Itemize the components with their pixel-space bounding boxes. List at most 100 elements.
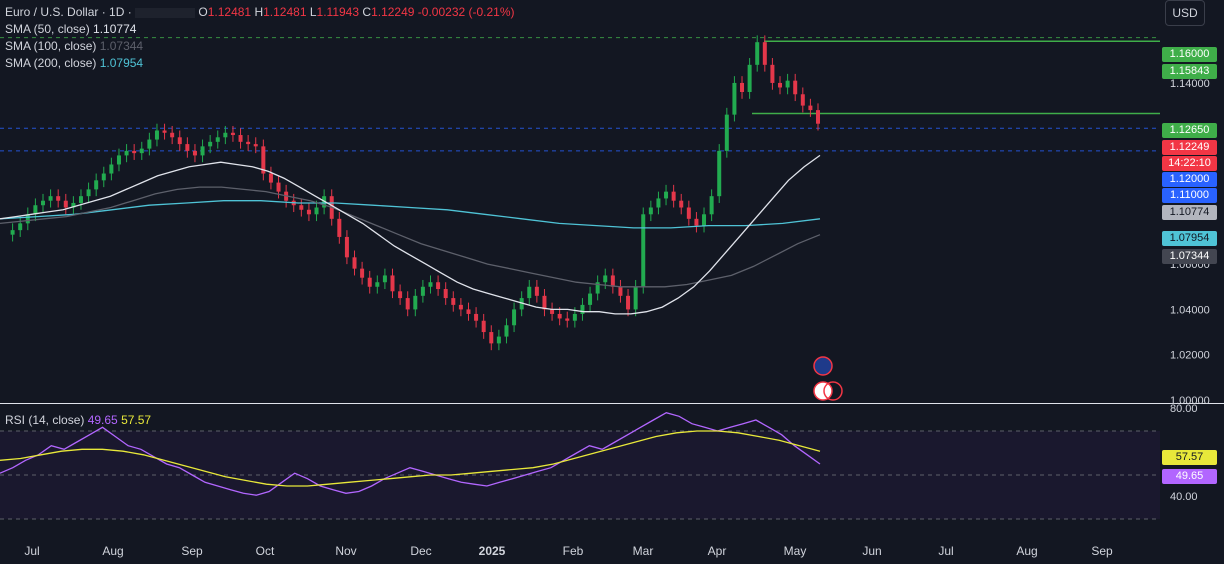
sma100-legend: SMA (100, close) 1.07344	[5, 38, 143, 54]
candle-body	[56, 196, 61, 201]
rsi-ma-value: 57.57	[121, 413, 152, 427]
candle-body	[816, 110, 820, 124]
candle-body	[352, 257, 357, 269]
sma100-value: 1.07344	[99, 39, 144, 53]
redacted-area	[135, 7, 196, 18]
candle-body	[519, 298, 524, 310]
candle-body	[139, 148, 144, 154]
candle-body	[466, 309, 471, 314]
candle-body	[124, 150, 129, 156]
candle-body	[550, 309, 555, 314]
price-tick-label: 1.04000	[1170, 304, 1210, 316]
candle-body	[200, 146, 205, 156]
candle-body	[527, 286, 532, 299]
candle-body	[626, 295, 631, 310]
candle-body	[542, 295, 547, 310]
candle-body	[63, 200, 68, 208]
candle-body	[223, 132, 228, 138]
x-tick-label: Feb	[563, 544, 584, 558]
close-label: C	[362, 5, 372, 19]
candle-body	[679, 200, 684, 208]
x-tick-label: Apr	[708, 544, 727, 558]
candle-body	[800, 94, 805, 106]
rsi-tag: 49.65	[1162, 469, 1217, 484]
us-event-icon-2	[823, 381, 843, 401]
candle-body	[648, 207, 653, 215]
candle-body	[740, 82, 745, 92]
candle-body	[747, 64, 752, 92]
candle-body	[534, 286, 539, 296]
candle-body	[337, 218, 342, 237]
candle-body	[390, 275, 395, 292]
candle-body	[580, 304, 585, 314]
candle-body	[808, 105, 813, 111]
candle-body	[33, 205, 38, 215]
candle-body	[770, 64, 775, 83]
candle-body	[398, 291, 403, 299]
candle-body	[557, 313, 562, 319]
close-value: 1.12249	[371, 5, 415, 19]
x-tick-label: Jul	[24, 544, 39, 558]
price-tag: 1.11000	[1162, 188, 1217, 203]
candle-body	[314, 207, 319, 215]
price-tag: 1.10774	[1162, 205, 1217, 220]
price-tag: 14:22:10	[1162, 156, 1217, 171]
candle-body	[656, 198, 661, 208]
low-label: L	[309, 5, 317, 19]
rsi-ma-line	[0, 430, 821, 487]
high-value: 1.12481	[263, 5, 307, 19]
candle-body	[793, 80, 798, 95]
candle-body	[588, 293, 593, 305]
us-event-icon	[813, 381, 833, 401]
price-tag: 1.12249	[1162, 140, 1217, 155]
candle-body	[436, 282, 441, 290]
rsi-upper-label: 80.00	[1170, 403, 1198, 415]
candle-body	[367, 277, 372, 287]
candle-body	[18, 223, 23, 231]
candle-body	[101, 173, 106, 181]
price-tag: 1.12000	[1162, 172, 1217, 187]
candle-body	[276, 182, 281, 192]
candle-body	[306, 209, 311, 215]
price-tick-label: 1.14000	[1170, 78, 1210, 90]
candle-body	[215, 137, 220, 142]
price-tag: 1.15843	[1162, 64, 1217, 79]
candle-body	[10, 230, 15, 235]
candle-body	[238, 135, 243, 142]
candle-body	[633, 286, 638, 310]
price-tag: 1.16000	[1162, 47, 1217, 62]
change-value: -0.00232 (-0.21%)	[417, 5, 515, 19]
candle-body	[709, 196, 714, 215]
candle-body	[443, 289, 448, 299]
candle-body	[762, 42, 767, 65]
candle-body	[299, 205, 304, 210]
x-tick-label: May	[784, 544, 807, 558]
candle-body	[512, 309, 517, 326]
currency-button[interactable]: USD	[1165, 0, 1205, 26]
candle-body	[25, 214, 30, 224]
sma100-line	[0, 186, 821, 288]
x-tick-label: Mar	[633, 544, 654, 558]
rsi-label: RSI (14, close)	[5, 413, 85, 427]
price-tick-label: 1.02000	[1170, 350, 1210, 362]
price-tick-label: 1.00000	[1170, 395, 1210, 407]
candle-body	[428, 282, 433, 287]
candle-body	[420, 286, 425, 296]
sma50-value: 1.10774	[93, 22, 137, 36]
candle-body	[618, 286, 623, 296]
candle-body	[641, 214, 646, 287]
x-tick-label: Jul	[938, 544, 953, 558]
candle-body	[405, 298, 410, 310]
candle-body	[724, 114, 729, 151]
candle-body	[565, 318, 570, 321]
candle-body	[185, 144, 190, 151]
sma50-line	[0, 154, 821, 315]
x-tick-label: Sep	[1091, 544, 1113, 558]
x-tick-label: Aug	[1016, 544, 1037, 558]
candle-body	[109, 164, 114, 174]
candle-body	[246, 141, 251, 145]
price-tag: 1.12650	[1162, 123, 1217, 138]
candle-body	[132, 150, 137, 154]
candle-body	[686, 207, 691, 219]
